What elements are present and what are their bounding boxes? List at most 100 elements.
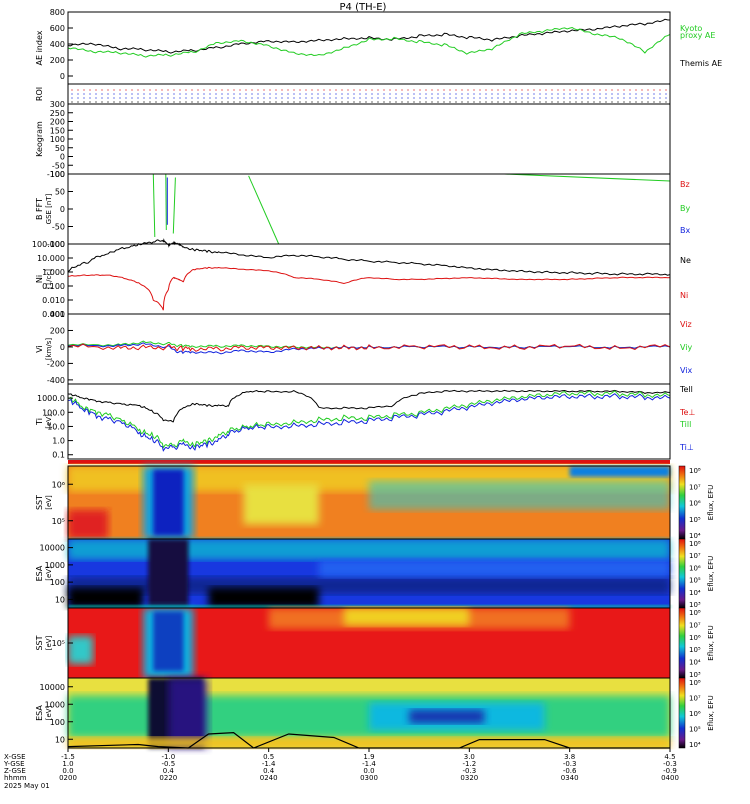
bfft-ytick-label: -50 xyxy=(52,223,65,232)
roi-dot xyxy=(119,101,121,103)
roi-dot xyxy=(653,93,655,95)
roi-dot xyxy=(221,101,223,103)
roi-dot xyxy=(341,89,343,91)
roi-dot xyxy=(497,89,499,91)
xaxis-tick-zgse: 0.0 xyxy=(62,767,73,775)
roi-dot xyxy=(629,97,631,99)
keogram-frame xyxy=(67,103,671,175)
roi-dot xyxy=(659,97,661,99)
roi-dot xyxy=(263,101,265,103)
roi-dot xyxy=(425,93,427,95)
esa1-colorbar-tick: 10⁷ xyxy=(689,552,701,560)
density-series-ni xyxy=(67,266,671,311)
roi-dot xyxy=(173,89,175,91)
velocity-yunit: [km/s] xyxy=(45,338,53,361)
roi-dot xyxy=(629,89,631,91)
roi-dot xyxy=(635,97,637,99)
roi-dot xyxy=(593,101,595,103)
roi-dot xyxy=(323,89,325,91)
roi-dot xyxy=(161,97,163,99)
xaxis-tick-ygse: -1.2 xyxy=(462,760,476,768)
esa1-colorbar-tick: 10⁸ xyxy=(689,540,701,548)
sst2-flux-region xyxy=(68,636,94,664)
roi-dot xyxy=(335,93,337,95)
roi-dot xyxy=(263,97,265,99)
roi-dot xyxy=(227,101,229,103)
velocity-frame xyxy=(67,313,671,385)
roi-dot xyxy=(431,89,433,91)
keogram-ytick-label: 150 xyxy=(50,126,65,135)
sst2-ylabel: SST xyxy=(35,635,44,650)
roi-dot xyxy=(275,97,277,99)
sst1-spectrogram xyxy=(68,466,670,539)
sst1-ytick-label: 10⁵ xyxy=(52,517,65,526)
ae-ytick-label: 800 xyxy=(50,8,65,17)
roi-dot xyxy=(617,89,619,91)
roi-dot xyxy=(479,89,481,91)
roi-dot xyxy=(173,101,175,103)
roi-dot xyxy=(593,93,595,95)
sst1-ytick-label: 10⁶ xyxy=(52,480,65,489)
roi-dot xyxy=(443,101,445,103)
roi-dot xyxy=(371,101,373,103)
roi-dot xyxy=(509,93,511,95)
roi-dot xyxy=(179,89,181,91)
roi-dot xyxy=(185,101,187,103)
roi-dot xyxy=(467,89,469,91)
roi-dot xyxy=(215,89,217,91)
roi-dot xyxy=(287,93,289,95)
roi-dot xyxy=(605,101,607,103)
roi-dot xyxy=(251,93,253,95)
roi-dot xyxy=(239,93,241,95)
roi-dot xyxy=(137,93,139,95)
ae-ytick-label: 600 xyxy=(50,24,65,33)
roi-dot xyxy=(83,93,85,95)
roi-ylabel: ROI xyxy=(35,87,44,101)
esa1-spectrogram xyxy=(68,539,670,608)
roi-dot xyxy=(641,101,643,103)
roi-dot xyxy=(167,89,169,91)
roi-dot xyxy=(377,89,379,91)
keogram-ylabel: Keogram xyxy=(35,121,44,157)
roi-dot xyxy=(371,97,373,99)
roi-dot xyxy=(395,93,397,95)
sst1-colorbar-label: Eflux, EFU xyxy=(707,485,715,520)
roi-dot xyxy=(587,101,589,103)
roi-dot xyxy=(77,93,79,95)
roi-dot xyxy=(263,93,265,95)
esa2-ylabel: ESA xyxy=(35,705,44,721)
roi-dot xyxy=(95,101,97,103)
roi-dot xyxy=(569,97,571,99)
roi-dot xyxy=(323,97,325,99)
roi-dot xyxy=(527,101,529,103)
roi-dot xyxy=(533,93,535,95)
roi-dot xyxy=(221,89,223,91)
roi-dot xyxy=(239,89,241,91)
roi-dot xyxy=(563,89,565,91)
temperature-ytick-label: 1.0 xyxy=(52,437,65,446)
roi-dot xyxy=(197,97,199,99)
bfft-ytick-label: 0 xyxy=(60,205,65,214)
density-ytick-label: 1.000 xyxy=(42,268,65,277)
roi-dot xyxy=(191,93,193,95)
roi-dot xyxy=(479,97,481,99)
roi-dot xyxy=(131,93,133,95)
roi-dot xyxy=(245,89,247,91)
xaxis-tick-xgse: -1.5 xyxy=(61,753,75,761)
roi-dot xyxy=(431,101,433,103)
roi-dot xyxy=(191,89,193,91)
velocity-ylabel: Vi xyxy=(35,345,44,353)
sst1-flux-region xyxy=(369,480,670,510)
roi-dot xyxy=(365,101,367,103)
sst2-spectrogram xyxy=(68,608,670,678)
roi-dot xyxy=(191,97,193,99)
density-ytick-label: 0.100 xyxy=(42,282,65,291)
temperature-ytick-label: 100.0 xyxy=(42,408,65,417)
roi-dot xyxy=(497,101,499,103)
roi-dot xyxy=(413,93,415,95)
roi-dot xyxy=(149,89,151,91)
xaxis-tick-zgse: 0.4 xyxy=(163,767,175,775)
roi-dot xyxy=(161,93,163,95)
ae-legend-1: proxy AE xyxy=(680,31,715,40)
roi-dot xyxy=(365,93,367,95)
